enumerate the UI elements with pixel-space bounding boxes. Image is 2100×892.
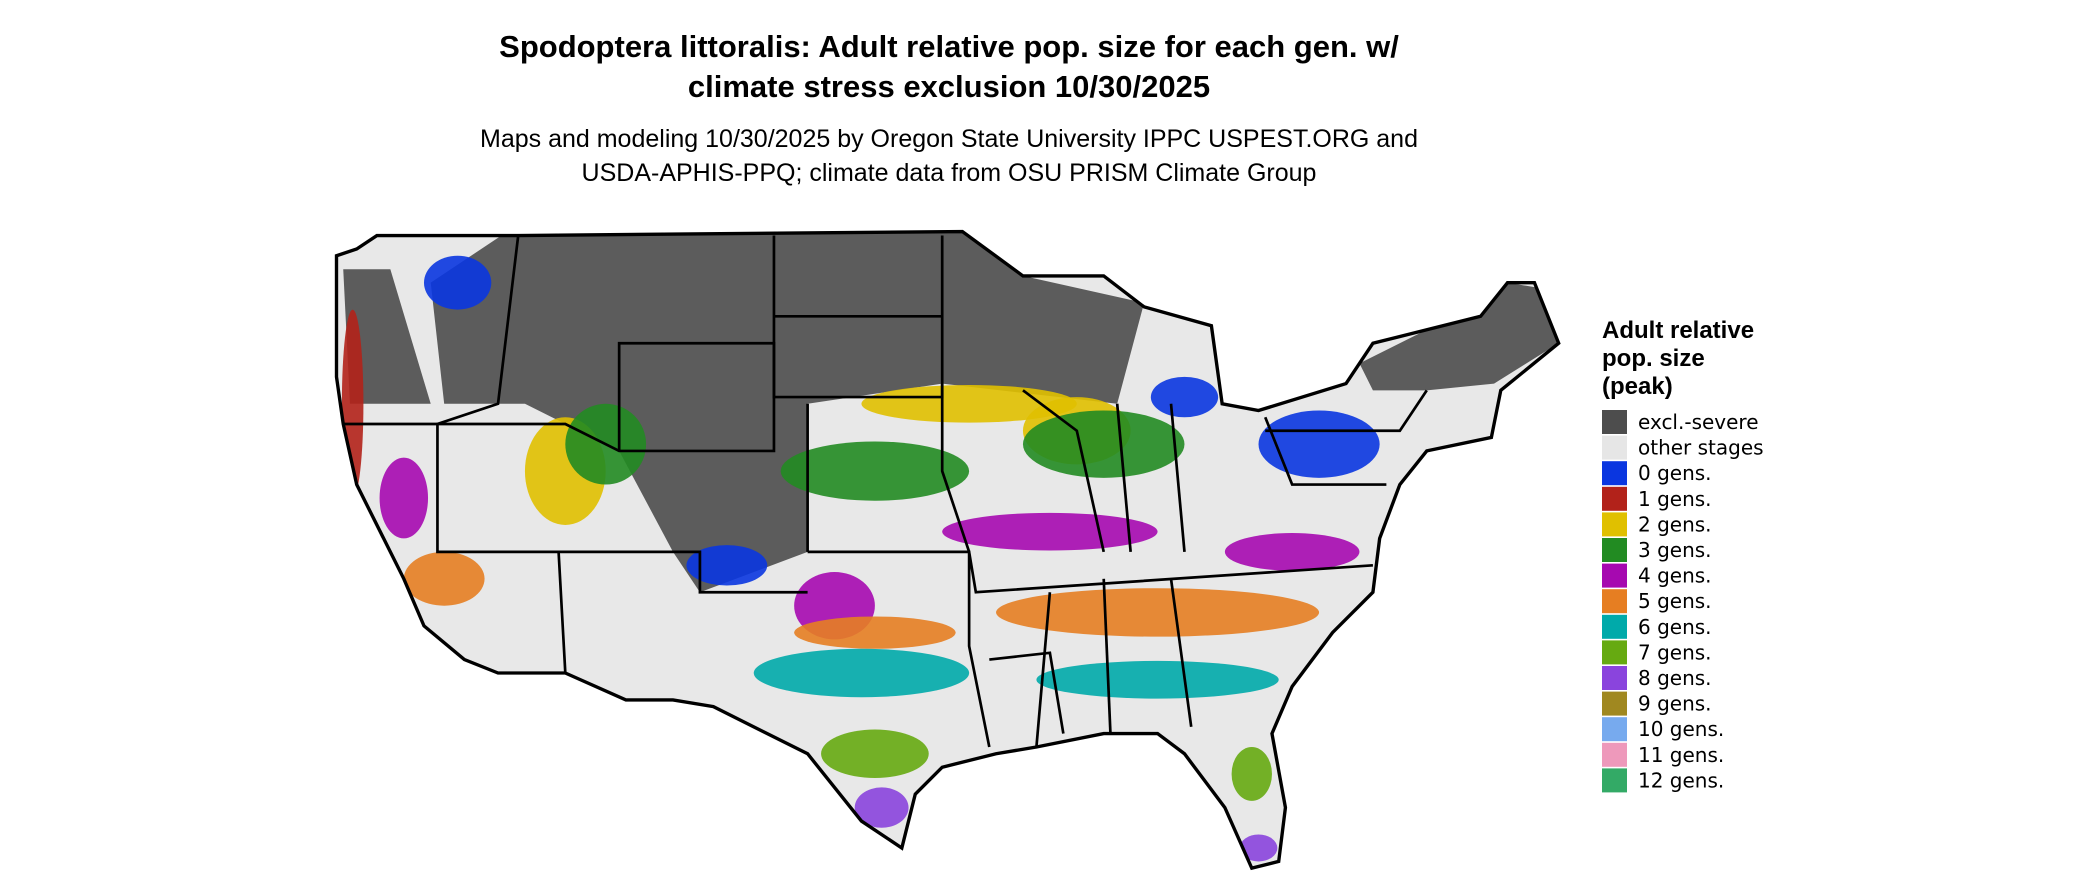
legend-swatch	[1602, 768, 1627, 793]
map-region	[1239, 834, 1278, 862]
map-region	[1258, 410, 1380, 478]
legend-label: 11 gens.	[1638, 743, 1724, 767]
legend-swatch	[1602, 538, 1627, 562]
map-region	[423, 255, 492, 310]
title-line: Spodoptera littoralis: Adult relative po…	[499, 29, 1399, 64]
legend-title: Adult relative	[1602, 317, 1754, 344]
legend-label: 5 gens.	[1638, 589, 1712, 613]
legend-swatch	[1602, 512, 1627, 537]
legend-swatch	[1602, 435, 1627, 460]
legend-title: pop. size	[1602, 345, 1705, 372]
legend-label: 3 gens.	[1638, 538, 1712, 562]
map-region	[780, 441, 970, 501]
legend-swatch	[1602, 486, 1627, 511]
legend-swatch	[1602, 640, 1627, 665]
legend-label: 6 gens.	[1638, 615, 1712, 639]
map-region	[821, 729, 929, 778]
map-region	[942, 512, 1158, 551]
legend-swatch	[1602, 410, 1627, 434]
map-region	[753, 648, 970, 698]
map-region	[996, 588, 1320, 637]
legend-swatch	[1602, 461, 1627, 486]
map-region	[430, 231, 1145, 593]
legend-swatch	[1602, 666, 1627, 690]
legend-swatch	[1602, 742, 1627, 767]
legend-swatch	[1602, 614, 1627, 639]
map-region	[1231, 747, 1272, 801]
map-region	[1359, 282, 1559, 391]
legend-label: 1 gens.	[1638, 487, 1712, 511]
map-region	[794, 616, 956, 649]
map-region	[861, 384, 1077, 423]
map-region	[686, 545, 768, 586]
state-borders	[343, 235, 1428, 748]
legend-swatch	[1602, 563, 1627, 588]
legend-label: 0 gens.	[1638, 461, 1712, 485]
legend-swatch	[1602, 589, 1627, 614]
legend-label: 9 gens.	[1638, 692, 1712, 716]
legend-title: (peak)	[1602, 373, 1673, 400]
subtitle-line: Maps and modeling 10/30/2025 by Oregon S…	[480, 125, 1418, 153]
map-region	[1224, 533, 1360, 571]
legend-label: other stages	[1638, 436, 1764, 460]
legend-label: 12 gens.	[1638, 768, 1724, 792]
legend-label: 7 gens.	[1638, 640, 1712, 664]
map-region	[379, 457, 429, 539]
map-region	[403, 551, 485, 606]
us-outline	[334, 229, 1561, 871]
legend-label: 8 gens.	[1638, 666, 1712, 690]
legend-label: excl.-severe	[1638, 410, 1759, 434]
map-region	[854, 787, 909, 828]
us-map	[334, 229, 1561, 871]
map-region	[343, 269, 431, 404]
title-line: climate stress exclusion 10/30/2025	[688, 69, 1210, 104]
legend-swatch	[1602, 691, 1627, 716]
legend-label: 2 gens.	[1638, 512, 1712, 536]
legend-swatch	[1602, 717, 1627, 742]
subtitle-line: USDA-APHIS-PPQ; climate data from OSU PR…	[582, 159, 1317, 187]
legend-label: 4 gens.	[1638, 564, 1712, 588]
map-region	[1036, 660, 1279, 699]
map-region	[1150, 376, 1219, 418]
map-region	[1022, 410, 1185, 478]
legend-label: 10 gens.	[1638, 717, 1724, 741]
